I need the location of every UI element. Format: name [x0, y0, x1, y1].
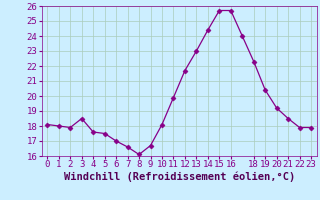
X-axis label: Windchill (Refroidissement éolien,°C): Windchill (Refroidissement éolien,°C) — [64, 172, 295, 182]
